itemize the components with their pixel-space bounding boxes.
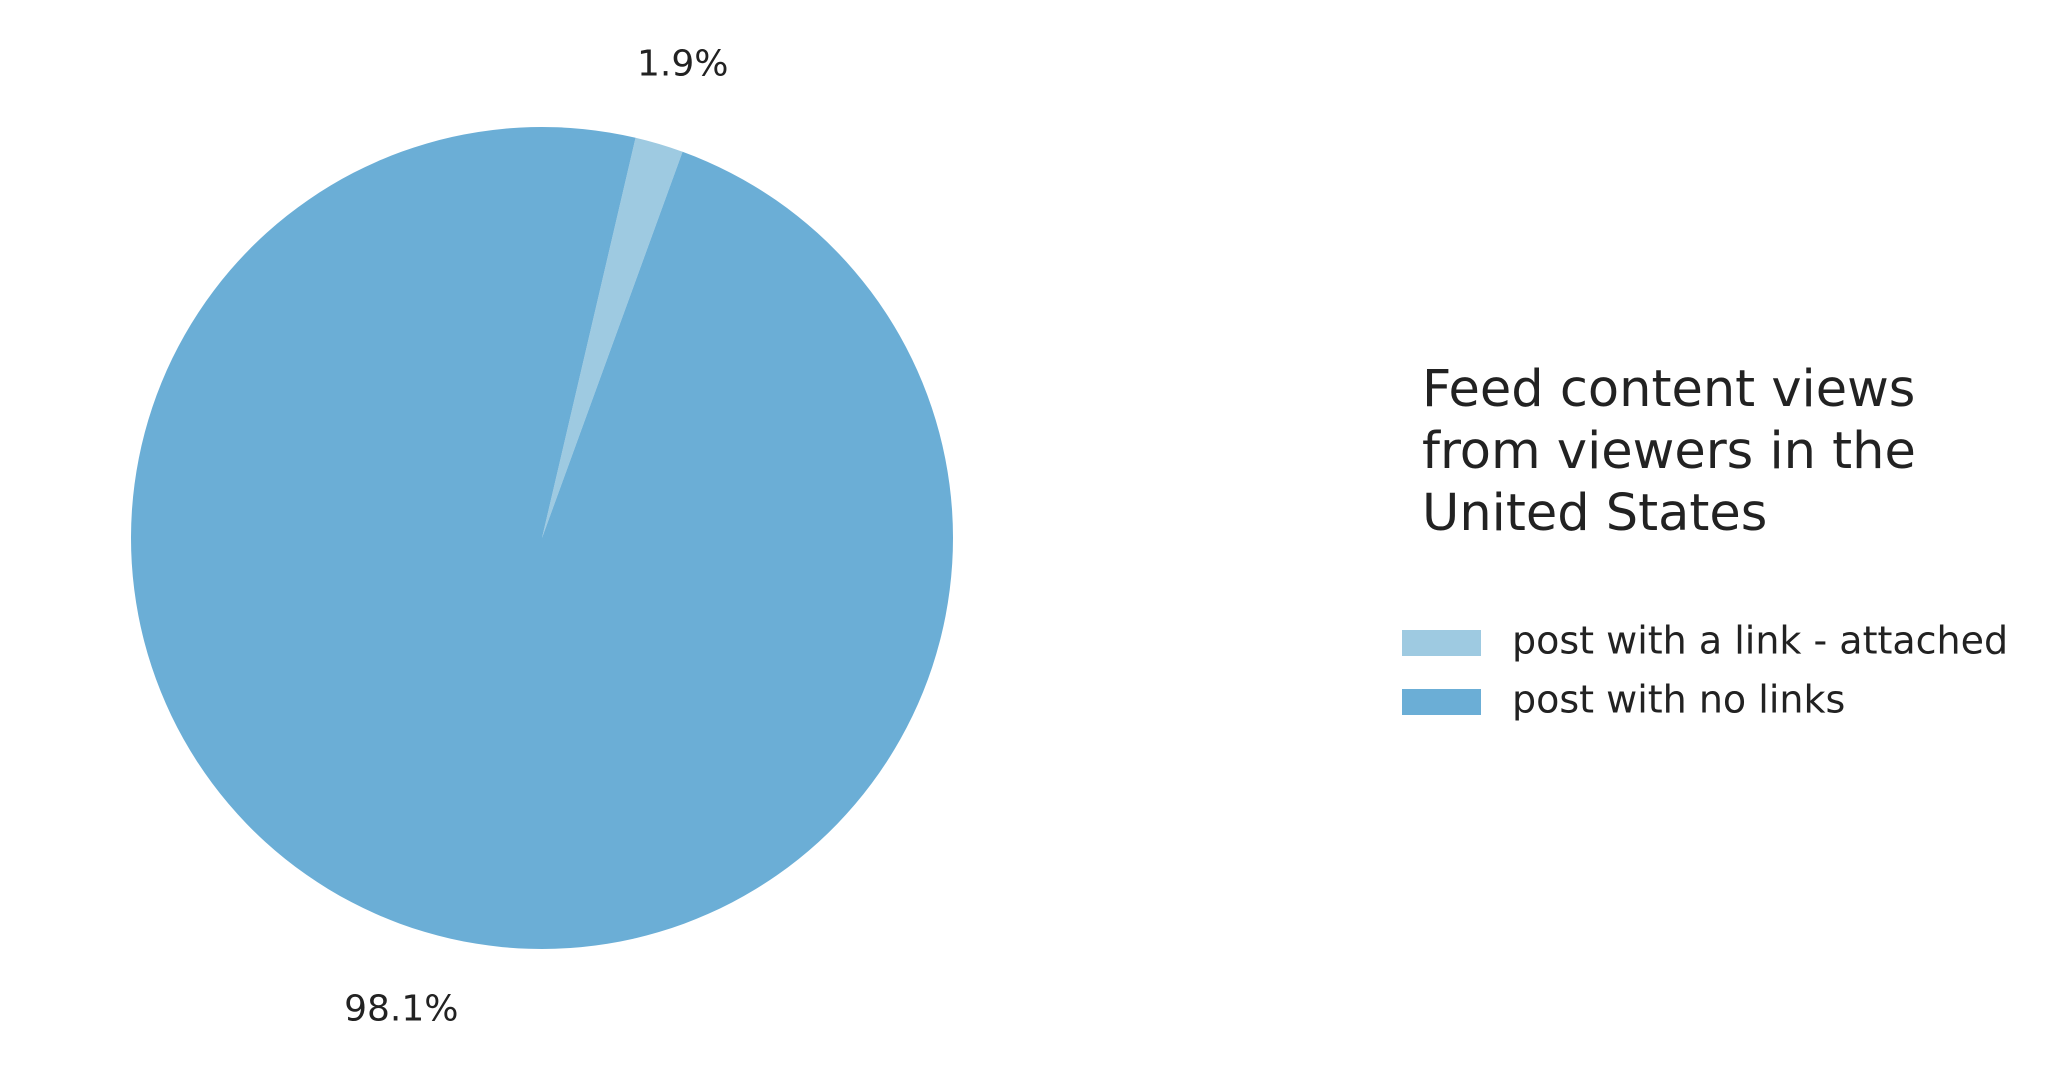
legend-title: United States (1422, 484, 1767, 543)
legend-swatch (1402, 630, 1481, 656)
legend-title: Feed content views (1422, 360, 1915, 419)
legend-swatch (1402, 689, 1481, 715)
pct-label: 98.1% (344, 989, 458, 1030)
legend-label: post with no links (1512, 678, 1845, 722)
legend-title: from viewers in the (1422, 422, 1916, 481)
pct-label: 1.9% (637, 43, 728, 84)
pie-slice (130, 126, 953, 949)
pie-slice (542, 137, 683, 538)
legend-label: post with a link - attached (1512, 619, 2008, 663)
